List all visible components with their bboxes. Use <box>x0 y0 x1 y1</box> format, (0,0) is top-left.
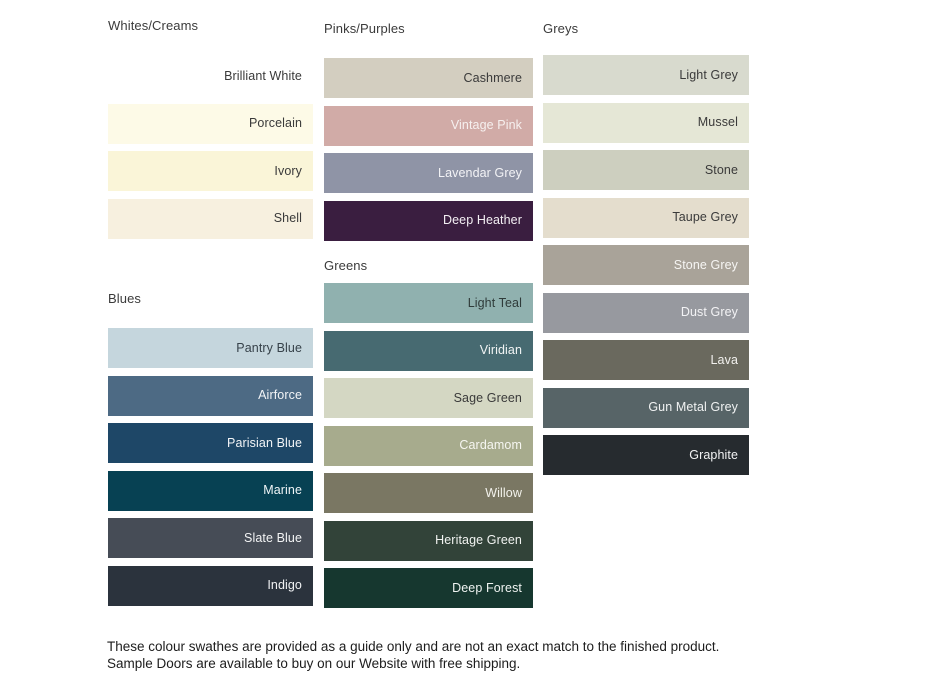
swatch-stone-grey: Stone Grey <box>543 245 749 285</box>
swatch-label-ivory: Ivory <box>274 163 302 178</box>
swatch-label-deep-heather: Deep Heather <box>442 213 522 228</box>
swatch-deep-heather: Deep Heather <box>324 200 533 241</box>
swatch-graphite: Graphite <box>543 435 749 475</box>
swatch-cardamom: Cardamom <box>324 425 533 466</box>
swatch-willow: Willow <box>324 473 533 513</box>
section-greens: Greens Light Teal Viridian Sage Green Ca… <box>324 258 533 616</box>
section-whites-creams: Whites/Creams Brilliant White Porcelain … <box>108 18 313 246</box>
footer-note: These colour swathes are provided as a g… <box>107 639 727 671</box>
swatch-label-light-grey: Light Grey <box>679 67 738 82</box>
swatch-deep-forest: Deep Forest <box>324 568 533 608</box>
section-header-pinks-purples: Pinks/Purples <box>324 21 405 36</box>
section-header-greys: Greys <box>543 21 579 36</box>
swatch-porcelain: Porcelain <box>108 103 313 144</box>
swatch-marine: Marine <box>108 470 313 511</box>
swatch-mussel: Mussel <box>543 102 749 143</box>
swatch-label-brilliant-white: Brilliant White <box>224 68 302 83</box>
swatch-label-deep-forest: Deep Forest <box>452 580 522 595</box>
swatch-label-pantry-blue: Pantry Blue <box>236 340 302 355</box>
swatch-stone: Stone <box>543 150 749 190</box>
section-header-whites-creams: Whites/Creams <box>108 18 199 33</box>
swatch-label-sage-green: Sage Green <box>453 390 522 405</box>
swatch-label-graphite: Graphite <box>689 447 738 462</box>
swatch-label-marine: Marine <box>263 483 302 498</box>
swatch-heritage-green: Heritage Green <box>324 520 533 561</box>
swatch-lava: Lava <box>543 340 749 380</box>
swatch-viridian: Viridian <box>324 330 533 371</box>
swatch-label-vintage-pink: Vintage Pink <box>450 118 522 133</box>
swatch-label-porcelain: Porcelain <box>248 116 302 131</box>
swatch-label-slate-blue: Slate Blue <box>244 530 302 545</box>
swatch-lavendar-grey: Lavendar Grey <box>324 153 533 193</box>
swatch-label-parisian-blue: Parisian Blue <box>227 435 302 450</box>
section-blues: Blues Pantry Blue Airforce Parisian Blue… <box>108 291 313 613</box>
section-header-blues: Blues <box>108 291 142 306</box>
swatch-vintage-pink: Vintage Pink <box>324 105 533 146</box>
swatch-label-stone-grey: Stone Grey <box>673 257 738 272</box>
swatch-label-lavendar-grey: Lavendar Grey <box>438 165 522 180</box>
swatch-label-gun-metal-grey: Gun Metal Grey <box>648 400 738 415</box>
section-pinks-purples: Pinks/Purples Cashmere Vintage Pink Lave… <box>324 21 533 248</box>
swatch-shell: Shell <box>108 198 313 239</box>
swatch-label-indigo: Indigo <box>267 578 302 593</box>
swatch-brilliant-white: Brilliant White <box>108 56 313 96</box>
swatch-label-lava: Lava <box>710 352 738 367</box>
swatch-indigo: Indigo <box>108 565 313 606</box>
swatch-label-viridian: Viridian <box>479 343 522 358</box>
swatch-ivory: Ivory <box>108 151 313 191</box>
swatch-light-grey: Light Grey <box>543 55 749 95</box>
swatch-label-dust-grey: Dust Grey <box>680 305 738 320</box>
swatch-label-willow: Willow <box>485 485 522 500</box>
swatch-sage-green: Sage Green <box>324 378 533 418</box>
swatch-label-heritage-green: Heritage Green <box>435 533 522 548</box>
swatch-label-taupe-grey: Taupe Grey <box>672 210 738 225</box>
section-header-greens: Greens <box>324 258 368 273</box>
swatch-dust-grey: Dust Grey <box>543 292 749 333</box>
swatch-label-mussel: Mussel <box>697 115 738 130</box>
swatch-label-shell: Shell <box>273 211 302 226</box>
swatch-label-stone: Stone <box>704 162 738 177</box>
swatch-label-cashmere: Cashmere <box>463 70 522 85</box>
section-greys: Greys Light Grey Mussel Stone Taupe Grey… <box>543 21 749 483</box>
swatch-pantry-blue: Pantry Blue <box>108 328 313 368</box>
swatch-light-teal: Light Teal <box>324 283 533 323</box>
swatch-taupe-grey: Taupe Grey <box>543 197 749 238</box>
swatch-label-light-teal: Light Teal <box>467 295 522 310</box>
swatch-cashmere: Cashmere <box>324 58 533 98</box>
swatch-airforce: Airforce <box>108 375 313 416</box>
swatch-label-airforce: Airforce <box>258 388 302 403</box>
swatch-label-cardamom: Cardamom <box>459 438 522 453</box>
swatch-slate-blue: Slate Blue <box>108 518 313 558</box>
swatch-gun-metal-grey: Gun Metal Grey <box>543 387 749 428</box>
swatch-parisian-blue: Parisian Blue <box>108 423 313 463</box>
